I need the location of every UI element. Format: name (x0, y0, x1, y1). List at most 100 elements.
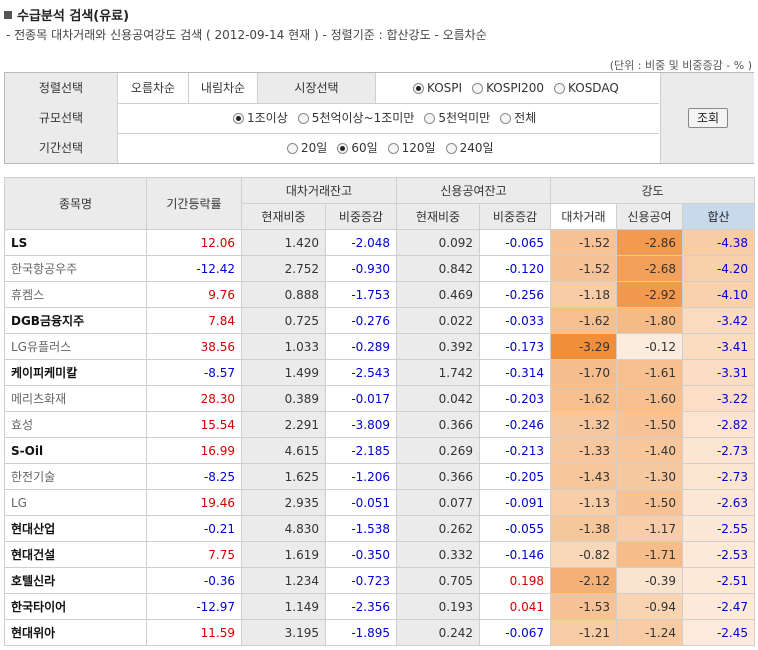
stock-name-cell[interactable]: 호텔신라 (4, 567, 147, 594)
filter-row-size: 규모선택 1조이상 5천억이상~1조미만 5천억미만 전체 (5, 103, 659, 134)
table-row[interactable]: 현대산업 -0.21 4.830 -1.538 0.262 -0.055 -1.38 -1.1… (4, 515, 756, 542)
table-row[interactable]: 케이피케미칼 -8.57 1.499 -2.543 1.742 -0.314 -1.70 -1… (4, 359, 756, 386)
col-loan-header: 대차거래잔고 (241, 177, 397, 204)
strength-credit-cell: -1.50 (616, 411, 683, 438)
period-radio-2[interactable]: 120일 (387, 133, 436, 163)
strength-loan-cell: -1.62 (550, 385, 617, 412)
filter-row-sort: 정렬선택 오름차순 내림차순 시장선택 KOSPI KOSPI200 KOSDAQ (5, 73, 659, 104)
strength-credit-cell: -0.39 (616, 567, 683, 594)
strength-credit-cell: -2.68 (616, 255, 683, 282)
table-row[interactable]: LS 12.06 1.420 -2.048 0.092 -0.065 -1.52 -2.86-… (4, 229, 756, 256)
table-row[interactable]: S-Oil 16.99 4.615 -2.185 0.269 -0.213 -1.33 -1.… (4, 437, 756, 464)
market-radio-0[interactable]: KOSPI (413, 73, 462, 103)
stock-name-cell[interactable]: 효성 (4, 411, 147, 438)
col-strength-header: 강도 (549, 177, 756, 204)
stock-name-cell[interactable]: 현대산업 (4, 515, 147, 542)
loan-cur-cell: 1.234 (241, 567, 326, 594)
col-credit-chg-header[interactable]: 비중증감 (479, 203, 551, 230)
sort-desc-button[interactable]: 내림차순 (189, 73, 258, 103)
market-radio-1[interactable]: KOSPI200 (472, 73, 544, 103)
change-cell: -0.21 (146, 515, 242, 542)
col-strength-sum-header[interactable]: 합산 (681, 203, 756, 230)
strength-loan-cell: -1.53 (550, 593, 617, 620)
stock-name-cell[interactable]: 메리츠화재 (4, 385, 147, 412)
credit-chg-cell: -0.055 (479, 515, 551, 542)
credit-cur-cell: 0.842 (396, 255, 480, 282)
col-name-header[interactable]: 종목명 (4, 177, 147, 230)
stock-name-cell[interactable]: DGB금융지주 (4, 307, 147, 334)
strength-credit-cell: -1.40 (616, 437, 683, 464)
credit-cur-cell: 0.193 (396, 593, 480, 620)
credit-chg-cell: -0.246 (479, 411, 551, 438)
radio-button-icon[interactable] (297, 113, 309, 124)
stock-name-cell[interactable]: 한국타이어 (4, 593, 147, 620)
radio-button-icon[interactable] (287, 143, 298, 154)
table-row[interactable]: 메리츠화재 28.30 0.389 -0.017 0.042 -0.203 -1.62 -1.… (4, 385, 756, 412)
stock-name-cell[interactable]: 한국항공우주 (4, 255, 147, 282)
credit-cur-cell: 0.469 (396, 281, 480, 308)
size-radio-3[interactable]: 전체 (500, 103, 536, 133)
strength-sum-cell: -2.73 (681, 463, 756, 490)
strength-sum-cell: -3.31 (681, 359, 756, 386)
sort-asc-button[interactable]: 오름차순 (118, 73, 189, 103)
col-change-header[interactable]: 기간등락률 (146, 177, 242, 230)
col-strength-credit-header[interactable]: 신용공여 (616, 203, 683, 230)
stock-name-cell[interactable]: 현대건설 (4, 541, 147, 568)
radio-button-icon[interactable] (500, 113, 512, 124)
search-button[interactable]: 조회 (688, 108, 728, 128)
strength-credit-cell: -1.24 (616, 619, 683, 646)
radio-button-icon[interactable] (424, 113, 436, 124)
strength-loan-cell: -2.12 (550, 567, 617, 594)
period-radio-3[interactable]: 240일 (445, 133, 494, 163)
loan-chg-cell: -3.809 (325, 411, 397, 438)
stock-name-cell[interactable]: LS (4, 229, 147, 256)
stock-name-cell[interactable]: 케이피케미칼 (4, 359, 147, 386)
loan-cur-cell: 1.420 (241, 229, 326, 256)
table-row[interactable]: 호텔신라 -0.36 1.234 -0.723 0.705 0.198 -2.12 -0.39… (4, 567, 756, 594)
change-cell: 28.30 (146, 385, 242, 412)
col-strength-loan-header[interactable]: 대차거래 (550, 203, 617, 230)
stock-name-cell[interactable]: 한전기술 (4, 463, 147, 490)
strength-credit-cell: -1.60 (616, 385, 683, 412)
stock-name-cell[interactable]: 현대위아 (4, 619, 147, 646)
radio-button-icon[interactable] (554, 83, 566, 94)
stock-name-cell[interactable]: LG유플러스 (4, 333, 147, 360)
period-radio-0[interactable]: 20일 (287, 133, 327, 163)
col-loan-chg-header[interactable]: 비중증감 (325, 203, 397, 230)
period-radio-1[interactable]: 60일 (337, 133, 378, 163)
table-row[interactable]: LG유플러스 38.56 1.033 -0.289 0.392 -0.173 -3.29 -0… (4, 333, 756, 360)
col-loan-cur-header[interactable]: 현재비중 (241, 203, 326, 230)
loan-chg-cell: -1.206 (325, 463, 397, 490)
size-radio-1[interactable]: 5천억이상~1조미만 (297, 103, 414, 133)
table-row[interactable]: 현대위아 11.59 3.195 -1.895 0.242 -0.067 -1.21 -1.2… (4, 619, 756, 646)
stock-name-cell[interactable]: S-Oil (4, 437, 147, 464)
stock-name-cell[interactable]: 휴켐스 (4, 281, 147, 308)
loan-chg-cell: -2.543 (325, 359, 397, 386)
radio-button-icon[interactable] (472, 83, 484, 94)
table-row[interactable]: 휴켐스 9.76 0.888 -1.753 0.469 -0.256 -1.18 -2.92-… (4, 281, 756, 308)
credit-cur-cell: 0.269 (396, 437, 480, 464)
change-cell: 15.54 (146, 411, 242, 438)
radio-button-icon[interactable] (337, 143, 349, 154)
table-row[interactable]: DGB금융지주 7.84 0.725 -0.276 0.022 -0.033 -1.62 -1… (4, 307, 756, 334)
strength-loan-cell: -1.38 (550, 515, 617, 542)
size-radio-0[interactable]: 1조이상 (233, 103, 288, 133)
credit-cur-cell: 0.042 (396, 385, 480, 412)
table-row[interactable]: LG 19.46 2.935 -0.051 0.077 -0.091 -1.13 -1.50-… (4, 489, 756, 516)
table-row[interactable]: 한국항공우주 -12.42 2.752 -0.930 0.842 -0.120 -1.52-… (4, 255, 756, 282)
table-row[interactable]: 한전기술 -8.25 1.625 -1.206 0.366 -0.205 -1.43 -1.3… (4, 463, 756, 490)
stock-name-cell[interactable]: LG (4, 489, 147, 516)
table-row[interactable]: 한국타이어 -12.97 1.149 -2.356 0.193 0.041 -1.53 -0.… (4, 593, 756, 620)
radio-button-icon[interactable] (233, 113, 244, 124)
radio-button-icon[interactable] (445, 143, 457, 154)
radio-button-icon[interactable] (413, 83, 424, 94)
market-radio-label: KOSPI200 (486, 81, 545, 95)
size-radio-2[interactable]: 5천억미만 (424, 103, 490, 133)
radio-button-icon[interactable] (387, 143, 399, 154)
loan-cur-cell: 0.725 (241, 307, 326, 334)
market-radio-2[interactable]: KOSDAQ (554, 73, 619, 103)
table-row[interactable]: 현대건설 7.75 1.619 -0.350 0.332 -0.146 -0.82 -1.71… (4, 541, 756, 568)
strength-sum-cell: -4.38 (681, 229, 756, 256)
col-credit-cur-header[interactable]: 현재비중 (396, 203, 480, 230)
table-row[interactable]: 효성 15.54 2.291 -3.809 0.366 -0.246 -1.32 -1.50-… (4, 411, 756, 438)
